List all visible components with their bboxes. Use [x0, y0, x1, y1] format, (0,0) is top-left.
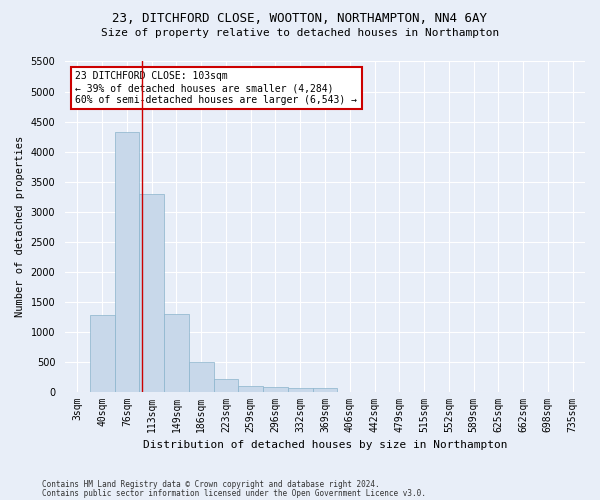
Bar	[313, 388, 337, 392]
Text: Contains HM Land Registry data © Crown copyright and database right 2024.: Contains HM Land Registry data © Crown c…	[42, 480, 380, 489]
Bar	[214, 378, 238, 392]
Bar	[263, 387, 288, 392]
Text: Size of property relative to detached houses in Northampton: Size of property relative to detached ho…	[101, 28, 499, 38]
Bar	[164, 314, 189, 392]
Bar	[90, 316, 115, 392]
Text: 23, DITCHFORD CLOSE, WOOTTON, NORTHAMPTON, NN4 6AY: 23, DITCHFORD CLOSE, WOOTTON, NORTHAMPTO…	[113, 12, 487, 26]
Text: 23 DITCHFORD CLOSE: 103sqm
← 39% of detached houses are smaller (4,284)
60% of s: 23 DITCHFORD CLOSE: 103sqm ← 39% of deta…	[76, 72, 358, 104]
Y-axis label: Number of detached properties: Number of detached properties	[15, 136, 25, 317]
X-axis label: Distribution of detached houses by size in Northampton: Distribution of detached houses by size …	[143, 440, 507, 450]
Bar	[238, 386, 263, 392]
Bar	[189, 362, 214, 392]
Text: Contains public sector information licensed under the Open Government Licence v3: Contains public sector information licen…	[42, 488, 426, 498]
Bar	[288, 388, 313, 392]
Bar	[115, 132, 139, 392]
Bar	[139, 194, 164, 392]
